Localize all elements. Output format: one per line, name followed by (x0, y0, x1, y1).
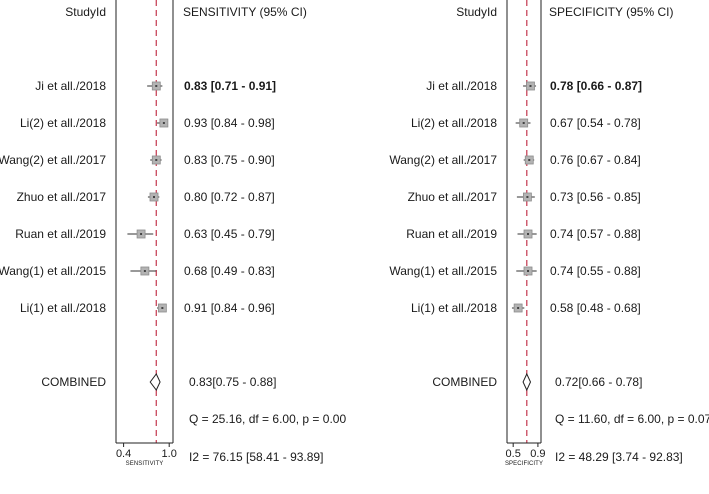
spec-point-center (517, 307, 520, 309)
spec-x-axis-label: SPECIFICITY (505, 461, 543, 467)
sens-x-tick-label: 0.4 (116, 448, 131, 460)
sens-study-estimate: 0.93 [0.84 - 0.98] (184, 116, 275, 130)
specificity-forest-plot: StudyId SPECIFICITY (95% CI) 0.5 0.9 SPECIFI… (354, 0, 709, 494)
sens-point-center (143, 270, 146, 272)
spec-point-center (529, 85, 532, 87)
sens-study-header: StudyId (65, 5, 106, 19)
sens-x-axis-label: SENSITIVITY (126, 461, 164, 467)
spec-point-center (526, 196, 529, 198)
sens-study-name: Li(2) et all./2018 (19, 116, 106, 130)
sens-study-estimate: 0.91 [0.84 - 0.96] (184, 301, 275, 315)
spec-heterogeneity-i2: I2 = 48.29 [3.74 - 92.83] (555, 450, 683, 464)
spec-study-name: Li(1) et all./2018 (410, 301, 497, 315)
sens-point-center (162, 122, 165, 124)
spec-study-name: Ruan et all./2019 (406, 227, 497, 241)
spec-study-name: Ji et all./2018 (426, 79, 497, 93)
spec-study-name: Wang(2) et all./2017 (389, 153, 497, 167)
spec-point-center (522, 122, 525, 124)
sensitivity-forest-plot: StudyId SENSITIVITY (95% CI) 0.4 1.0 SENSITI… (0, 0, 354, 494)
sens-study-name: Li(1) et all./2018 (19, 301, 106, 315)
sens-study-estimate: 0.63 [0.45 - 0.79] (184, 227, 275, 241)
spec-study-name: Wang(1) et all./2015 (389, 264, 497, 278)
sens-point-center (140, 233, 143, 235)
spec-study-estimate: 0.74 [0.57 - 0.88] (550, 227, 641, 241)
spec-study-estimate: 0.73 [0.56 - 0.85] (550, 190, 641, 204)
sens-estimate-header: SENSITIVITY (95% CI) (183, 5, 307, 19)
sens-x-tick-label: 1.0 (162, 448, 177, 460)
spec-heterogeneity-q: Q = 11.60, df = 6.00, p = 0.07 (555, 412, 709, 426)
spec-study-name: Li(2) et all./2018 (410, 116, 497, 130)
sens-heterogeneity-i2: I2 = 76.15 [58.41 - 93.89] (189, 450, 324, 464)
sens-combined-estimate: 0.83[0.75 - 0.88] (189, 375, 277, 389)
spec-study-name: Zhuo et all./2017 (407, 190, 497, 204)
spec-x-tick-label: 0.5 (506, 448, 521, 460)
sens-combined-diamond (149, 373, 161, 391)
spec-point-center (527, 233, 530, 235)
spec-point-center (528, 159, 531, 161)
spec-study-estimate: 0.78 [0.66 - 0.87] (550, 79, 643, 93)
sens-study-estimate: 0.83 [0.75 - 0.90] (184, 153, 275, 167)
spec-study-estimate: 0.74 [0.55 - 0.88] (550, 264, 641, 278)
spec-x-tick-label: 0.9 (530, 448, 545, 460)
spec-study-header: StudyId (456, 5, 497, 19)
sens-combined-label: COMBINED (41, 375, 106, 389)
sens-study-estimate: 0.83 [0.71 - 0.91] (184, 79, 277, 93)
sens-study-name: Wang(2) et all./2017 (0, 153, 106, 167)
sens-point-center (161, 307, 164, 309)
sens-heterogeneity-q: Q = 25.16, df = 6.00, p = 0.00 (189, 412, 347, 426)
sens-point-center (155, 85, 158, 87)
sens-study-name: Zhuo et all./2017 (16, 190, 106, 204)
sens-study-name: Wang(1) et all./2015 (0, 264, 106, 278)
spec-study-estimate: 0.67 [0.54 - 0.78] (550, 116, 641, 130)
spec-study-estimate: 0.58 [0.48 - 0.68] (550, 301, 641, 315)
spec-study-estimate: 0.76 [0.67 - 0.84] (550, 153, 641, 167)
spec-combined-estimate: 0.72[0.66 - 0.78] (555, 375, 643, 389)
spec-combined-label: COMBINED (432, 375, 497, 389)
sens-study-estimate: 0.80 [0.72 - 0.87] (184, 190, 275, 204)
sens-study-name: Ji et all./2018 (35, 79, 106, 93)
sens-study-name: Ruan et all./2019 (15, 227, 106, 241)
spec-estimate-header: SPECIFICITY (95% CI) (549, 5, 674, 19)
sens-point-center (153, 196, 155, 198)
spec-point-center (527, 270, 530, 272)
sens-point-center (155, 159, 158, 161)
spec-combined-diamond (522, 372, 532, 392)
sens-study-estimate: 0.68 [0.49 - 0.83] (184, 264, 275, 278)
